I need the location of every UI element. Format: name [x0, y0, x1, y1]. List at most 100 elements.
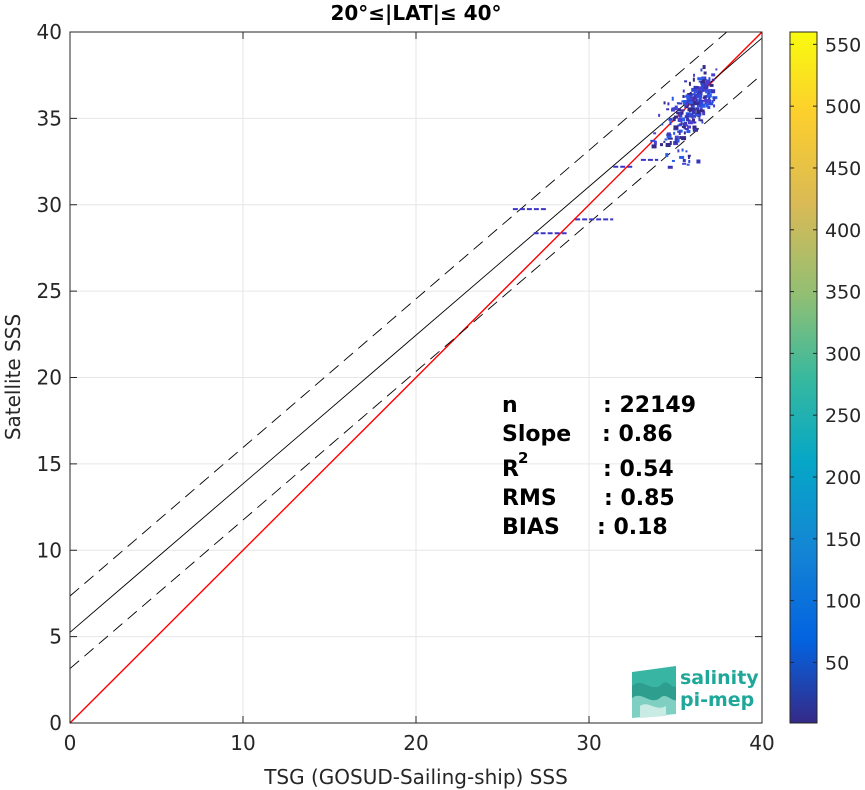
density-cell: [696, 99, 699, 103]
density-cell: [705, 94, 708, 98]
x-tick-label: 0: [64, 731, 77, 755]
density-cell: [682, 117, 686, 122]
stat-rms-label: RMS: [502, 486, 557, 511]
density-cell: [697, 91, 703, 96]
density-cell: [696, 113, 700, 116]
colorbar-tick-label: 200: [825, 467, 861, 489]
density-cell: [667, 165, 673, 169]
y-tick-label: 15: [37, 452, 62, 476]
y-tick-label: 5: [49, 625, 62, 649]
density-cell: [705, 90, 708, 94]
stat-n-label: n: [502, 393, 518, 418]
density-cell: [692, 77, 695, 82]
density-cell: [680, 122, 683, 125]
stat-bias-value: : 0.18: [597, 515, 668, 540]
density-cell: [695, 98, 698, 103]
density-cell: [702, 65, 706, 70]
density-cell: [705, 103, 709, 108]
density-cell: [673, 131, 676, 135]
density-cell: [701, 77, 705, 80]
density-cell: [696, 159, 701, 164]
x-tick-label: 10: [230, 731, 255, 755]
plot-marks: [70, 32, 762, 723]
line-one-to-one: [70, 32, 762, 723]
density-cell: [667, 137, 673, 140]
density-cell: [666, 108, 670, 111]
density-cell: [699, 109, 705, 113]
density-cell: [696, 89, 701, 93]
density-cell: [653, 132, 657, 135]
chart-title: 20°≤|LAT|≤ 40°: [330, 1, 501, 25]
density-cell: [707, 105, 711, 109]
wave-logo-icon: [632, 666, 676, 718]
stat-n-value: : 22149: [603, 393, 696, 418]
density-cell: [692, 118, 696, 122]
density-cell: [678, 123, 682, 127]
density-cell: [681, 148, 684, 152]
density-cell: [679, 155, 685, 159]
salinity-pi-mep-logo: salinity pi-mep: [632, 666, 759, 718]
density-cell: [689, 91, 692, 94]
density-cell: [677, 149, 680, 153]
stat-r2-label: R: [502, 457, 519, 482]
colorbar-tick-label: 100: [825, 591, 861, 613]
logo-line1: salinity: [680, 667, 759, 689]
density-cell: [682, 162, 687, 165]
density-cell: [653, 140, 657, 145]
density-cell: [693, 73, 696, 77]
density-cell: [687, 92, 693, 95]
density-cell: [700, 83, 704, 88]
density-cell: [696, 101, 699, 104]
density-cell: [693, 91, 696, 95]
line-upper-bound: [70, 32, 728, 597]
density-cell: [684, 104, 687, 108]
colorbar-tick-label: 50: [825, 652, 849, 674]
density-cell: [698, 103, 702, 108]
density-cell: [676, 102, 680, 105]
colorbar-ticks: 50 100 150 200 250 300 350 400 450 500 550: [790, 34, 861, 674]
density-cell: [712, 79, 715, 82]
density-cell: [683, 131, 686, 135]
density-cell: [684, 121, 688, 126]
density-cell: [681, 136, 687, 141]
density-cell: [687, 155, 690, 160]
colorbar-tick-label: 550: [825, 34, 861, 56]
density-cell: [702, 78, 705, 82]
density-cell: [691, 114, 697, 118]
y-tick-label: 20: [37, 366, 62, 390]
density-cell: [703, 86, 709, 90]
density-cell: [674, 141, 677, 144]
density-cell: [683, 100, 686, 105]
y-tick-label: 30: [37, 193, 62, 217]
density-cell: [688, 81, 691, 86]
density-cell: [674, 135, 679, 139]
density-cell: [677, 117, 682, 122]
x-axis-title: TSG (GOSUD-Sailing-ship) SSS: [263, 765, 568, 789]
density-cell: [701, 103, 706, 108]
density-cell: [679, 109, 685, 112]
density-cell: [669, 140, 672, 145]
density-cell: [689, 107, 695, 112]
density-cell: [684, 115, 689, 119]
density-cell: [689, 95, 693, 100]
density-cell: [675, 138, 678, 143]
density-cell: [709, 83, 714, 87]
density-cell: [691, 116, 694, 119]
density-cell: [697, 86, 702, 91]
density-cell: [677, 108, 681, 112]
density-cell: [687, 113, 693, 117]
density-cell: [658, 113, 661, 117]
density-cell: [686, 94, 690, 99]
stat-rms-value: : 0.85: [604, 486, 675, 511]
density-cell: [693, 121, 696, 124]
density-cell: [689, 100, 693, 104]
density-cell: [709, 89, 713, 94]
density-cell: [670, 108, 675, 112]
density-cell: [694, 121, 697, 124]
density-cell: [699, 101, 704, 105]
density-cell: [708, 96, 711, 101]
density-cell: [663, 101, 666, 105]
colorbar-tick-label: 300: [825, 343, 861, 365]
density-cell: [711, 99, 714, 103]
colorbar-tick-label: 500: [825, 96, 861, 118]
